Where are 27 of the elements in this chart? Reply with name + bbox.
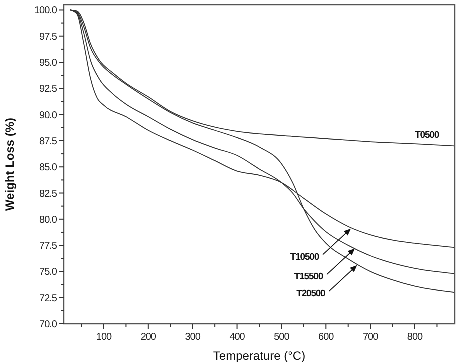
x-tick-label: 700 bbox=[362, 332, 380, 343]
x-tick-label: 200 bbox=[140, 332, 157, 343]
y-tick-label: 92.5 bbox=[40, 84, 58, 96]
x-tick-label: 800 bbox=[407, 332, 424, 343]
annotation: T20500 bbox=[296, 288, 326, 300]
x-tick-label: 100 bbox=[96, 332, 113, 343]
y-tick-label: 85.0 bbox=[40, 162, 58, 174]
y-tick-label: 77.5 bbox=[40, 241, 58, 252]
y-tick-label: 97.5 bbox=[40, 32, 58, 43]
y-tick-label: 70.0 bbox=[40, 320, 58, 330]
y-tick-label: 100.0 bbox=[34, 6, 58, 17]
y-tick-label: 87.5 bbox=[40, 136, 58, 148]
annotation: T10500 bbox=[290, 252, 320, 263]
series-label: T0500 bbox=[415, 130, 440, 142]
x-tick-label: 300 bbox=[185, 332, 202, 343]
y-tick-label: 75.0 bbox=[40, 267, 58, 278]
x-axis-title: Temperature (°C) bbox=[213, 349, 306, 363]
y-tick-label: 82.5 bbox=[40, 188, 58, 200]
x-tick-label: 500 bbox=[274, 332, 290, 343]
y-tick-label: 95.0 bbox=[40, 58, 58, 70]
x-tick-label: 400 bbox=[230, 332, 246, 343]
y-axis-title: Weight Loss (%) bbox=[3, 118, 17, 212]
y-tick-label: 90.0 bbox=[40, 110, 58, 122]
x-tick-label: 600 bbox=[318, 332, 335, 343]
annotation: T15500 bbox=[294, 272, 324, 283]
y-tick-label: 80.0 bbox=[40, 214, 58, 226]
y-tick-label: 72.5 bbox=[40, 293, 58, 304]
